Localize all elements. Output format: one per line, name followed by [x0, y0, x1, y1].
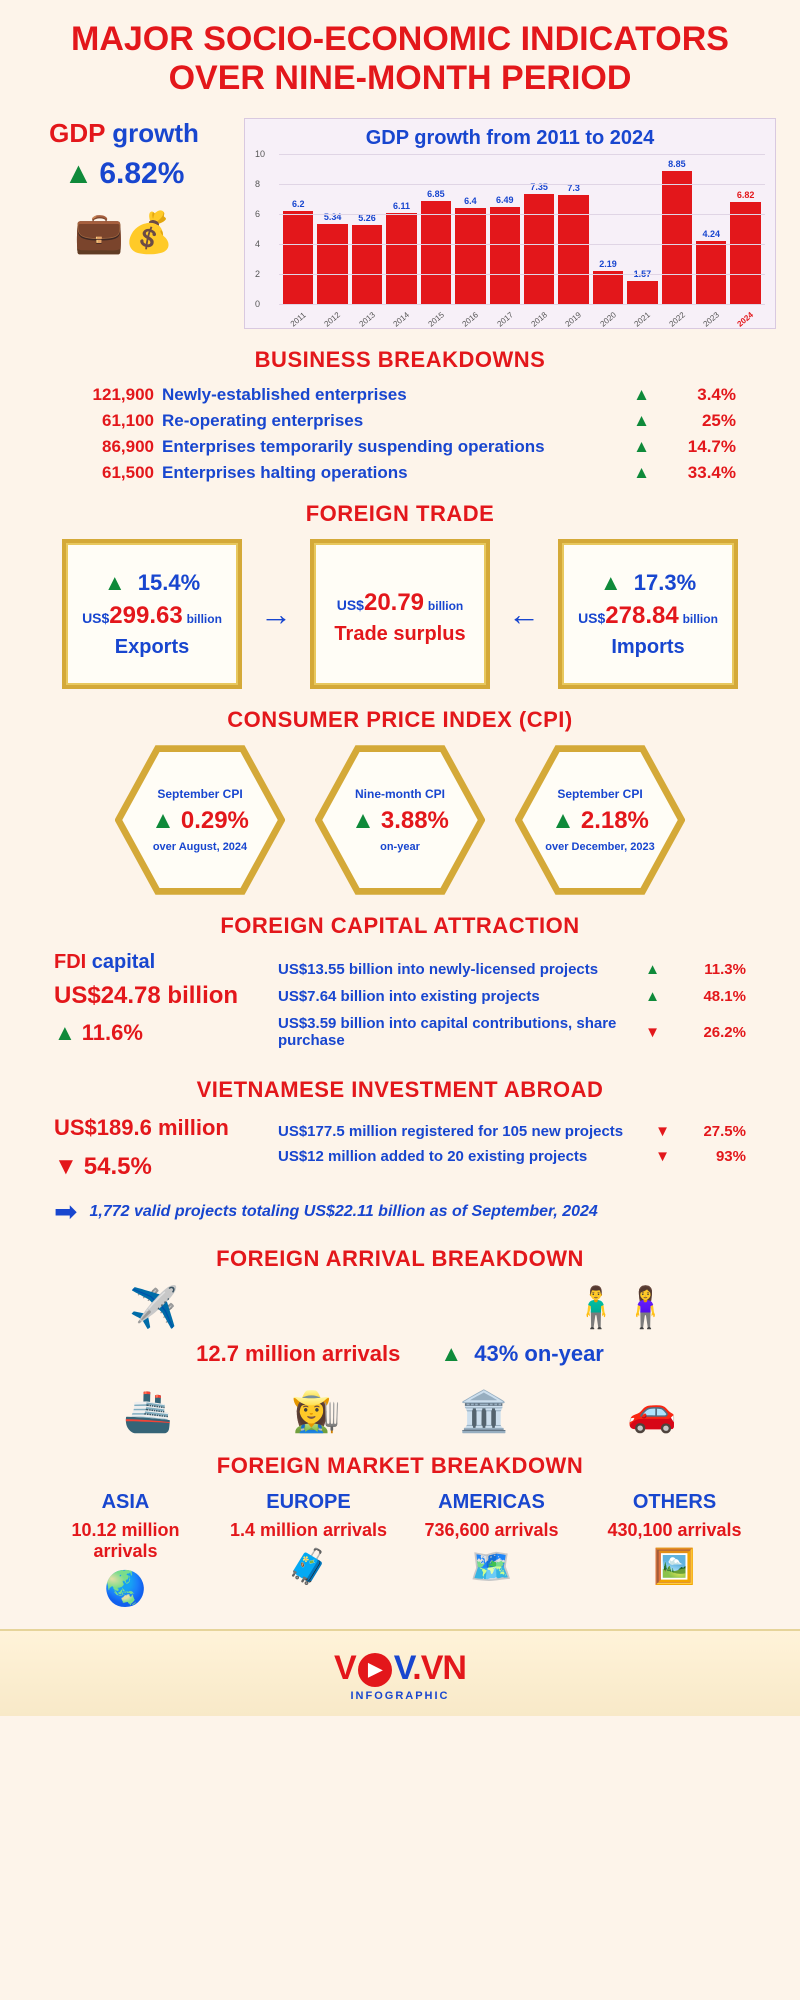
market-col: ASIA10.12 million arrivals🌏	[41, 1491, 211, 1609]
exports-box: ▲ 15.4% US$299.63 billion Exports	[62, 539, 242, 689]
via-title: VIETNAMESE INVESTMENT ABROAD	[24, 1077, 776, 1103]
via-lines: US$177.5 million registered for 105 new …	[278, 1115, 746, 1181]
up-triangle-icon: ▲	[600, 570, 622, 595]
fdi-line: US$7.64 billion into existing projects▲4…	[278, 988, 746, 1005]
cpi-row: September CPI▲0.29%over August, 2024Nine…	[24, 745, 776, 895]
person-icon: 👩‍🌾	[291, 1388, 341, 1435]
arrow-left-icon: ←	[508, 596, 540, 633]
via-row: US$189.6 million ▼54.5% US$177.5 million…	[54, 1115, 746, 1181]
landmark-icon: 🏛️	[459, 1388, 509, 1435]
arrow-right-icon: →	[260, 596, 292, 633]
business-list: 121,900Newly-established enterprises▲3.4…	[64, 385, 736, 483]
fdi-line: US$3.59 billion into capital contributio…	[278, 1015, 746, 1049]
vov-logo: V▶V.VN	[0, 1649, 800, 1688]
up-triangle-icon: ▲	[104, 570, 126, 595]
gdp-label-blue: growth	[112, 118, 199, 148]
surplus-box: US$20.79 billion Trade surplus	[310, 539, 490, 689]
arrival-stats: 12.7 million arrivals ▲ 43% on-year	[24, 1341, 776, 1367]
tourists-icon: 🧍‍♂️🧍‍♀️	[571, 1284, 671, 1331]
markets-title: FOREIGN MARKET BREAKDOWN	[24, 1453, 776, 1479]
fdi-lines: US$13.55 billion into newly-licensed pro…	[278, 951, 746, 1059]
via-summary: US$189.6 million ▼54.5%	[54, 1115, 254, 1181]
footer-subtitle: INFOGRAPHIC	[0, 1690, 800, 1702]
main-title: MAJOR SOCIO-ECONOMIC INDICATORS OVER NIN…	[24, 20, 776, 98]
fdi-summary: FDI capital US$24.78 billion ▲11.6%	[54, 951, 254, 1059]
market-col: EUROPE1.4 million arrivals🧳	[224, 1491, 394, 1609]
arrivals-title: FOREIGN ARRIVAL BREAKDOWN	[24, 1246, 776, 1272]
up-triangle-icon: ▲	[440, 1341, 462, 1366]
up-triangle-icon: ▲	[64, 157, 94, 190]
business-title: BUSINESS BREAKDOWNS	[24, 347, 776, 373]
fdi-row: FDI capital US$24.78 billion ▲11.6% US$1…	[54, 951, 746, 1059]
arrow-right-icon: ➡	[54, 1195, 77, 1228]
arrival-pct: ▲ 43% on-year	[440, 1341, 604, 1367]
arrival-icons-bottom: 🚢 👩‍🌾 🏛️ 🚗	[64, 1388, 736, 1435]
market-col: OTHERS430,100 arrivals🖼️	[590, 1491, 760, 1609]
footer: V▶V.VN INFOGRAPHIC	[0, 1629, 800, 1716]
down-triangle-icon: ▼	[54, 1153, 78, 1180]
business-row: 86,900Enterprises temporarily suspending…	[64, 437, 736, 457]
market-col: AMERICAS736,600 arrivals🗺️	[407, 1491, 577, 1609]
market-row: ASIA10.12 million arrivals🌏EUROPE1.4 mil…	[34, 1491, 766, 1609]
trade-row: ▲ 15.4% US$299.63 billion Exports → US$2…	[24, 539, 776, 689]
gdp-chart: GDP growth from 2011 to 2024 0246810 6.2…	[244, 118, 776, 329]
fdi-line: US$13.55 billion into newly-licensed pro…	[278, 961, 746, 978]
via-line: US$12 million added to 20 existing proje…	[278, 1148, 746, 1165]
arrival-icons-top: ✈️ 🧍‍♂️🧍‍♀️	[64, 1284, 736, 1331]
play-icon: ▶	[358, 1653, 392, 1687]
via-note: ➡ 1,772 valid projects totaling US$22.11…	[54, 1195, 746, 1228]
plane-icon: ✈️	[129, 1284, 179, 1331]
up-triangle-icon: ▲	[54, 1020, 76, 1045]
imports-box: ▲ 17.3% US$278.84 billion Imports	[558, 539, 738, 689]
cpi-title: CONSUMER PRICE INDEX (CPI)	[24, 707, 776, 733]
gdp-label-red: GDP	[49, 118, 105, 148]
cpi-hexagon: September CPI▲0.29%over August, 2024	[115, 745, 285, 895]
business-row: 61,500Enterprises halting operations▲33.…	[64, 463, 736, 483]
gdp-summary: GDP growth ▲6.82% 💼💰	[24, 118, 224, 256]
trade-title: FOREIGN TRADE	[24, 501, 776, 527]
gdp-pct: ▲6.82%	[24, 157, 224, 191]
cpi-hexagon: Nine-month CPI▲3.88%on-year	[315, 745, 485, 895]
finance-icon: 💼💰	[24, 209, 224, 256]
via-line: US$177.5 million registered for 105 new …	[278, 1123, 746, 1140]
fdi-title: FOREIGN CAPITAL ATTRACTION	[24, 913, 776, 939]
business-row: 121,900Newly-established enterprises▲3.4…	[64, 385, 736, 405]
business-row: 61,100Re-operating enterprises▲25%	[64, 411, 736, 431]
cpi-hexagon: September CPI▲2.18%over December, 2023	[515, 745, 685, 895]
chart-title: GDP growth from 2011 to 2024	[255, 127, 765, 150]
ship-icon: 🚢	[123, 1388, 173, 1435]
arrival-total: 12.7 million arrivals	[196, 1341, 400, 1367]
car-icon: 🚗	[627, 1388, 677, 1435]
gdp-section: GDP growth ▲6.82% 💼💰 GDP growth from 201…	[24, 118, 776, 329]
